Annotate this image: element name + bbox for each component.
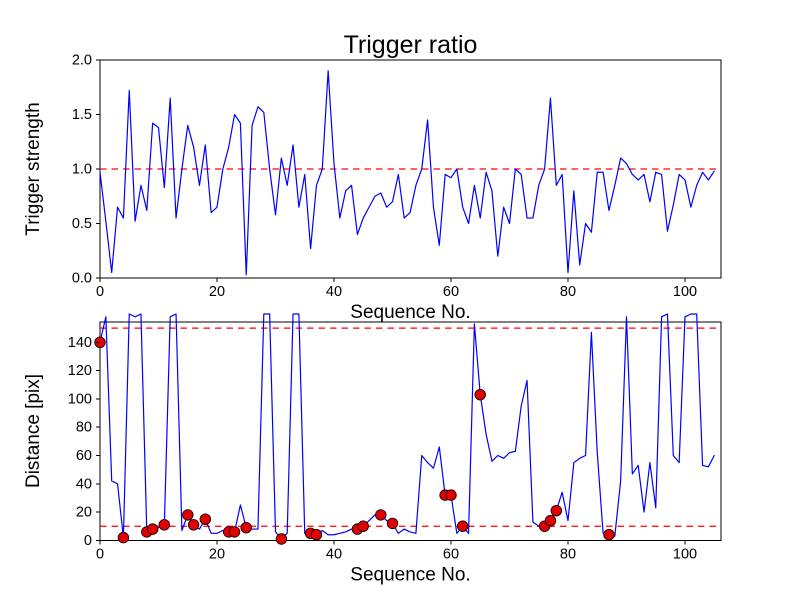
svg-text:20: 20 (209, 546, 225, 562)
svg-text:Sequence No.: Sequence No. (350, 302, 470, 323)
svg-text:100: 100 (673, 546, 697, 562)
svg-text:Sequence No.: Sequence No. (350, 564, 470, 585)
svg-text:0: 0 (96, 546, 104, 562)
svg-text:2.0: 2.0 (72, 53, 92, 69)
svg-text:40: 40 (326, 546, 342, 562)
svg-text:Distance [pix]: Distance [pix] (23, 374, 44, 488)
svg-text:80: 80 (560, 284, 576, 300)
svg-text:20: 20 (76, 505, 92, 521)
svg-text:0: 0 (84, 533, 92, 549)
svg-text:60: 60 (443, 284, 459, 300)
svg-text:40: 40 (76, 476, 92, 492)
svg-text:40: 40 (326, 284, 342, 300)
svg-text:0.5: 0.5 (72, 216, 92, 232)
svg-text:60: 60 (76, 448, 92, 464)
svg-text:1.5: 1.5 (72, 107, 92, 123)
svg-text:0: 0 (96, 284, 104, 300)
svg-text:Trigger ratio: Trigger ratio (344, 31, 478, 59)
svg-text:100: 100 (68, 391, 92, 407)
svg-text:1.0: 1.0 (72, 162, 92, 178)
svg-text:140: 140 (68, 335, 92, 351)
svg-text:0.0: 0.0 (72, 271, 92, 287)
svg-text:60: 60 (443, 546, 459, 562)
svg-text:100: 100 (673, 284, 697, 300)
svg-text:80: 80 (76, 420, 92, 436)
svg-text:20: 20 (209, 284, 225, 300)
svg-text:Trigger strength: Trigger strength (23, 102, 44, 235)
svg-text:120: 120 (68, 363, 92, 379)
svg-text:80: 80 (560, 546, 576, 562)
